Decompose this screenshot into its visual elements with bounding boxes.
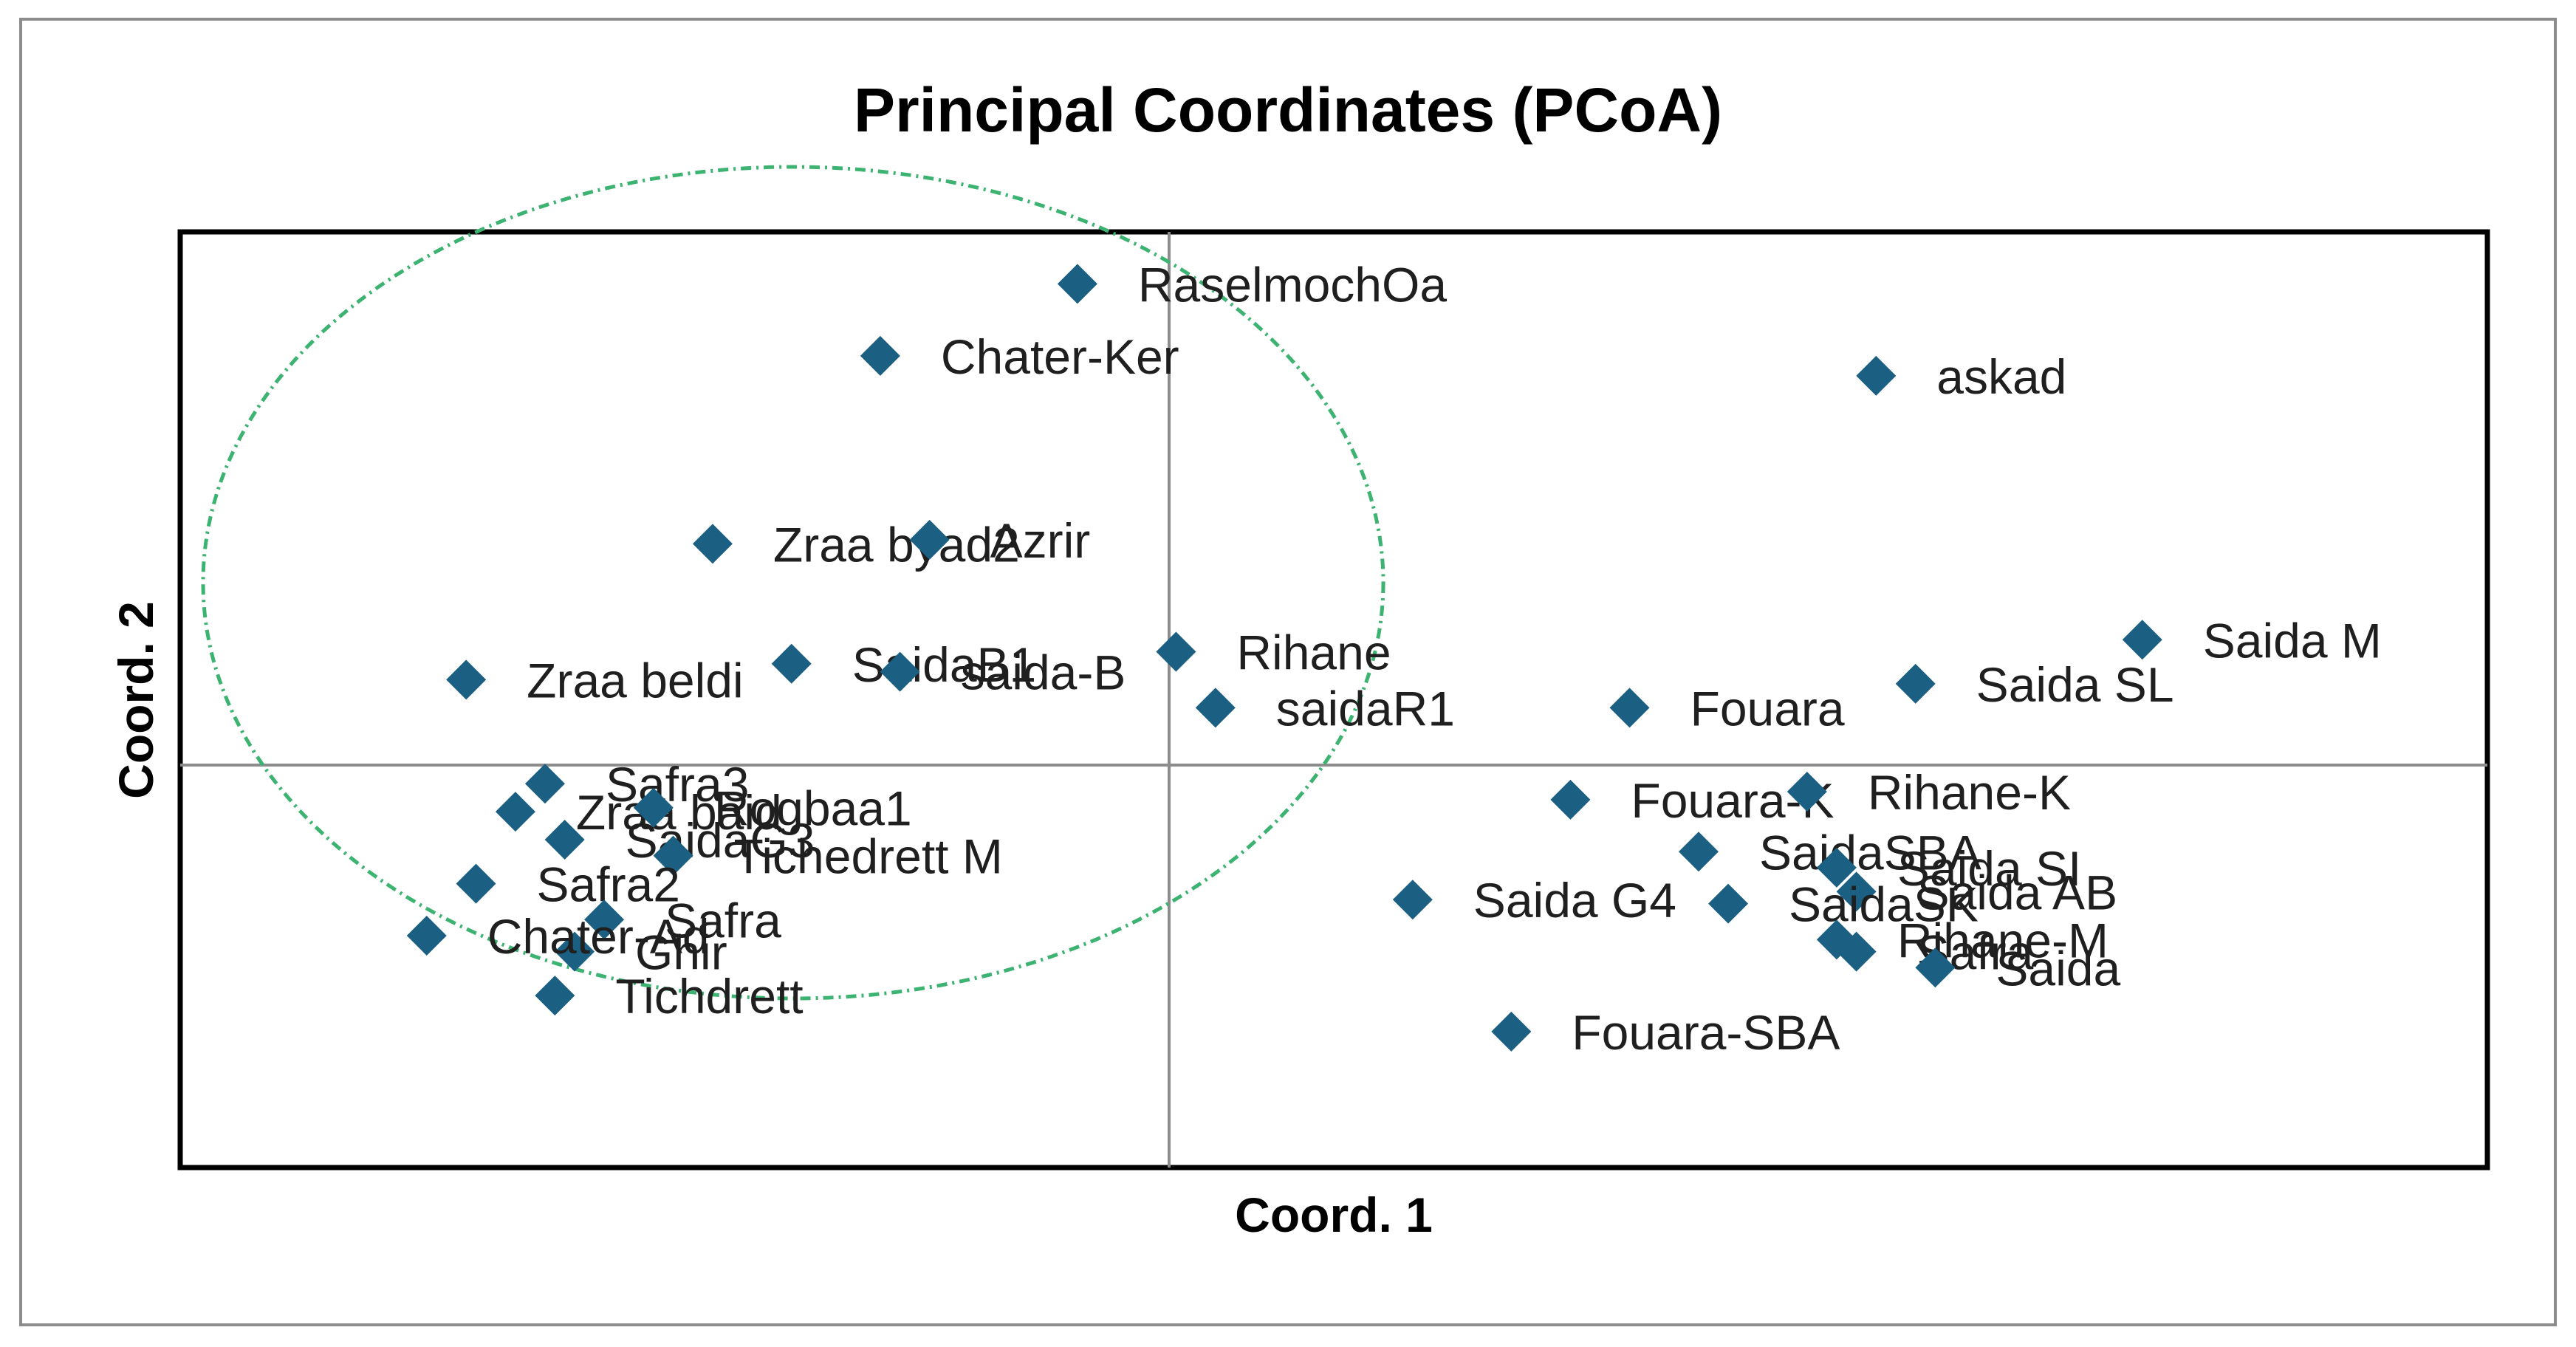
data-point-label: RaselmochOa	[1138, 257, 1447, 312]
chart-frame	[19, 18, 2557, 1326]
data-point-marker	[909, 519, 950, 560]
data-point-marker	[1915, 947, 1956, 988]
data-point-label: Azrir	[990, 513, 1091, 568]
data-point-label: SaidaSBA	[1759, 825, 1981, 880]
data-point-label: Zraa beldi	[527, 653, 744, 707]
points-layer: RaselmochOa Chater-Ker askad Zraa byad2Azri…	[406, 257, 2382, 1060]
data-point-label: Tichdrett	[615, 969, 803, 1024]
data-point-marker	[1836, 931, 1877, 972]
data-point-label: Fouara	[1690, 681, 1845, 736]
data-point-label: askad	[1936, 349, 2066, 404]
data-point-label: Rihane	[1236, 625, 1391, 680]
data-point-marker	[880, 651, 920, 692]
data-point-marker	[1836, 871, 1877, 912]
data-point-marker	[1491, 1011, 1532, 1052]
chart-title: Principal Coordinates (PCoA)	[854, 75, 1722, 145]
data-point-marker	[1787, 772, 1827, 812]
data-point-marker	[495, 792, 535, 832]
plot-area	[177, 229, 2490, 1171]
data-point-marker	[1609, 688, 1650, 728]
data-point-marker	[1392, 880, 1433, 920]
data-point-marker	[1816, 847, 1857, 888]
data-point-marker	[1156, 631, 1196, 672]
data-point-label: Saida G4	[1473, 873, 1676, 928]
data-point-marker	[2122, 620, 2162, 660]
data-point-marker	[446, 659, 487, 700]
data-point-label: Chater-Ad	[487, 909, 710, 964]
data-point-marker	[653, 835, 693, 876]
data-point-label: Saida SI	[1897, 841, 2082, 896]
data-point-label: Rihane-K	[1868, 765, 2071, 820]
data-point-label: Ghir	[635, 925, 727, 980]
data-point-marker	[1550, 779, 1591, 820]
data-point-label: Saida	[1996, 941, 2120, 995]
data-point-marker	[860, 335, 900, 376]
data-point-marker	[1195, 688, 1236, 728]
data-point-label: Safra3	[606, 757, 749, 812]
data-point-marker	[1678, 832, 1719, 872]
data-point-label: SaidaB1	[852, 637, 1037, 692]
data-point-label: Rogbaa1	[714, 781, 912, 836]
data-point-marker	[524, 764, 565, 804]
data-point-label: Saida SL	[1976, 657, 2174, 712]
data-point-label: saidaR1	[1276, 681, 1455, 736]
data-point-marker	[535, 976, 575, 1016]
data-point-label: Chater-Ker	[941, 329, 1179, 384]
data-point-marker	[456, 863, 496, 904]
data-point-marker	[692, 524, 733, 564]
data-point-label: Saida M	[2203, 613, 2382, 668]
data-point-label: Saida AB	[1917, 865, 2118, 919]
data-point-label: Zraa baid	[576, 785, 782, 840]
y-axis-title: Coord. 2	[109, 601, 163, 799]
data-point-label: SaidaSK	[1789, 877, 1979, 932]
data-point-marker	[633, 787, 674, 828]
data-point-marker	[1708, 883, 1749, 924]
data-point-marker	[771, 643, 812, 684]
data-point-marker	[555, 931, 595, 972]
x-axis-title: Coord. 1	[1235, 1187, 1433, 1242]
data-point-label: Safra	[665, 893, 781, 947]
data-point-label: Fouara-SBA	[1572, 1005, 1840, 1060]
data-point-marker	[1057, 264, 1097, 304]
data-point-marker	[1895, 663, 1936, 704]
data-point-marker	[406, 915, 447, 956]
data-point-label: Safra2	[537, 857, 680, 912]
data-point-label: Zraa byad2	[773, 517, 1020, 572]
data-point-marker	[1856, 355, 1897, 396]
data-point-label: Tichedrett M	[734, 829, 1003, 884]
data-point-marker	[544, 820, 585, 860]
data-point-marker	[584, 899, 625, 940]
data-point-label: saida-B	[961, 645, 1126, 700]
cluster-ellipse	[201, 165, 1385, 1001]
